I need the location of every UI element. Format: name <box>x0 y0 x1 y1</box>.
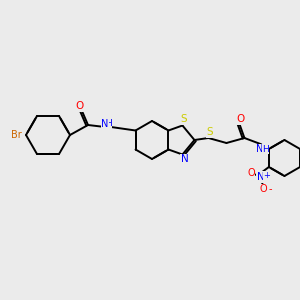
Text: N: N <box>257 172 265 182</box>
Text: N: N <box>256 144 263 154</box>
Text: O: O <box>247 168 255 178</box>
Text: N: N <box>101 119 109 129</box>
Text: S: S <box>206 127 213 137</box>
Text: N: N <box>181 154 188 164</box>
Text: H: H <box>105 119 111 128</box>
Text: +: + <box>263 172 270 181</box>
Text: -: - <box>268 184 272 194</box>
Text: O: O <box>236 114 244 124</box>
Text: Br: Br <box>11 130 22 140</box>
Text: O: O <box>259 184 267 194</box>
Text: H: H <box>262 145 269 154</box>
Text: O: O <box>76 101 84 111</box>
Text: S: S <box>180 115 187 124</box>
